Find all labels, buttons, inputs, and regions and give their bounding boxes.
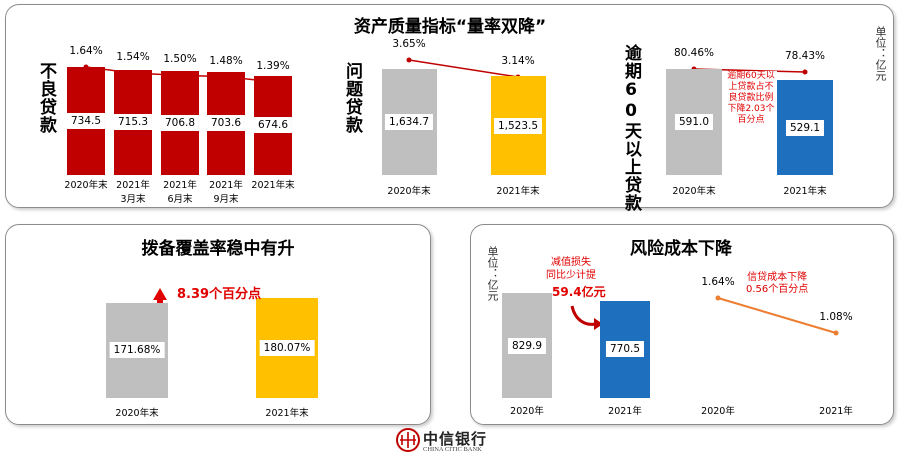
line-value-label: 3.14% xyxy=(501,55,535,67)
value-label: 180.07% xyxy=(259,340,315,356)
annotation: 减值损失 同比少计提 xyxy=(546,257,596,281)
page-title: 资产质量指标“量率双降” xyxy=(353,17,547,37)
x-tick-label: 2021年 6月末 xyxy=(163,180,197,205)
value-label: 706.8 xyxy=(160,115,200,132)
line xyxy=(717,297,837,334)
x-tick-label: 2021年末 xyxy=(251,180,295,191)
y-axis-label: 逾期60天以上贷款 xyxy=(621,44,641,212)
value-label: 591.0 xyxy=(674,114,714,130)
value-label: 770.5 xyxy=(605,341,645,358)
unit-label: 单位：亿元 xyxy=(486,246,499,301)
panel-provision xyxy=(5,224,431,425)
value-label: 171.68% xyxy=(109,342,165,359)
x-tick-label: 2021年 xyxy=(819,406,853,417)
value-label: 715.3 xyxy=(113,114,153,131)
line-value-label: 1.54% xyxy=(116,51,150,63)
value-label: 529.1 xyxy=(785,119,825,136)
panel-title: 拨备覆盖率稳中有升 xyxy=(141,239,295,259)
logo-icon xyxy=(396,428,420,452)
x-tick-label: 2020年末 xyxy=(115,408,159,419)
annotation: 8.39个百分点 xyxy=(177,287,262,302)
up-arrow xyxy=(153,288,167,308)
logo-sub: CHINA CITIC BANK xyxy=(423,446,482,453)
x-tick-label: 2021年 9月末 xyxy=(209,180,243,205)
value-label: 1,523.5 xyxy=(493,117,543,134)
x-tick-label: 2020年末 xyxy=(64,180,108,191)
line-value-label: 1.08% xyxy=(819,311,853,323)
line-value-label: 1.64% xyxy=(69,45,103,57)
value-label: 829.9 xyxy=(507,337,547,354)
x-tick-label: 2021年 3月末 xyxy=(116,180,150,205)
annotation: 信贷成本下降 0.56个百分点 xyxy=(746,272,809,295)
x-tick-label: 2020年 xyxy=(510,406,544,417)
x-tick-label: 2021年末 xyxy=(496,186,540,197)
x-tick-label: 2021年 xyxy=(608,406,642,417)
logo-name: 中信银行 xyxy=(423,430,488,448)
value-label: 734.5 xyxy=(66,113,106,129)
line-value-label: 1.64% xyxy=(701,276,735,288)
x-tick-label: 2020年末 xyxy=(672,186,716,197)
panel-title: 风险成本下降 xyxy=(630,239,732,259)
unit-label: 单位：亿元 xyxy=(874,26,887,81)
x-tick-label: 2020年 xyxy=(701,406,735,417)
point xyxy=(833,330,839,336)
line-value-label: 3.65% xyxy=(392,38,426,50)
line-value-label: 1.39% xyxy=(256,60,290,72)
line-value-label: 80.46% xyxy=(673,47,715,59)
x-tick-label: 2021年末 xyxy=(265,408,309,419)
point xyxy=(802,69,808,75)
panel-risk-cost xyxy=(470,224,894,425)
x-tick-label: 2020年末 xyxy=(387,186,431,197)
value-label: 674.6 xyxy=(253,117,293,134)
y-axis-label: 不良贷款 xyxy=(36,62,56,134)
arrow-head xyxy=(594,318,603,330)
panel-asset-quality xyxy=(5,4,894,208)
curved-arrow xyxy=(570,305,597,326)
point xyxy=(715,295,721,301)
y-axis-label: 问题贷款 xyxy=(342,62,362,134)
annotation: 逾期60天以上贷款占不良贷款比例下降2.03个百分点 xyxy=(725,71,777,126)
value-label: 1,634.7 xyxy=(384,114,434,130)
annotation-value: 59.4亿元 xyxy=(552,285,606,299)
point xyxy=(406,57,412,63)
value-label: 703.6 xyxy=(206,115,246,132)
line xyxy=(408,59,519,78)
line-value-label: 78.43% xyxy=(784,50,826,62)
x-tick-label: 2021年末 xyxy=(783,186,827,197)
line-value-label: 1.48% xyxy=(209,54,243,67)
line-value-label: 1.50% xyxy=(163,53,197,66)
